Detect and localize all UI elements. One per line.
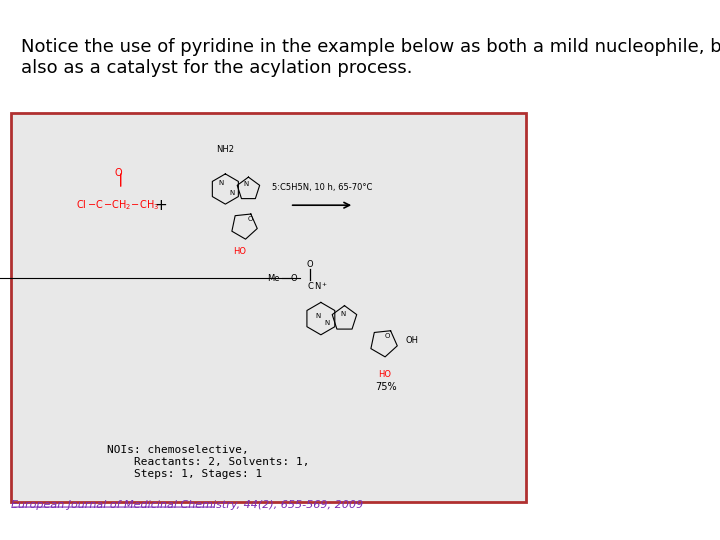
- Text: 5:C5H5N, 10 h, 65-70°C: 5:C5H5N, 10 h, 65-70°C: [271, 183, 372, 192]
- Text: N: N: [341, 311, 346, 318]
- Text: HO: HO: [233, 247, 246, 256]
- Text: N: N: [325, 320, 330, 326]
- Text: $\rm Cl-\!C\!-\!CH_2\!-\!CH_3$: $\rm Cl-\!C\!-\!CH_2\!-\!CH_3$: [76, 198, 160, 212]
- Text: C: C: [307, 282, 313, 291]
- Text: O: O: [384, 333, 390, 340]
- Text: European Journal of Medicinal Chemistry, 44(2), 655-569; 2009: European Journal of Medicinal Chemistry,…: [11, 500, 363, 510]
- Text: N: N: [315, 313, 321, 319]
- Text: O: O: [291, 274, 297, 282]
- Text: Notice the use of pyridine in the example below as both a mild nucleophile, but
: Notice the use of pyridine in the exampl…: [22, 38, 720, 77]
- Text: HO: HO: [378, 370, 391, 379]
- Text: +: +: [155, 198, 167, 213]
- Text: N: N: [229, 190, 235, 197]
- Text: OH: OH: [405, 336, 418, 345]
- FancyBboxPatch shape: [11, 113, 526, 502]
- Text: N: N: [218, 179, 224, 186]
- Text: N: N: [243, 180, 249, 187]
- Text: 75%: 75%: [376, 382, 397, 392]
- Text: O: O: [248, 216, 253, 222]
- Text: O: O: [114, 168, 122, 178]
- Text: $\rm N^+$: $\rm N^+$: [314, 280, 328, 292]
- Text: NH2: NH2: [216, 145, 234, 154]
- Text: NOIs: chemoselective,
    Reactants: 2, Solvents: 1,
    Steps: 1, Stages: 1: NOIs: chemoselective, Reactants: 2, Solv…: [107, 446, 310, 478]
- Text: O: O: [307, 260, 313, 269]
- Text: Me: Me: [267, 274, 280, 282]
